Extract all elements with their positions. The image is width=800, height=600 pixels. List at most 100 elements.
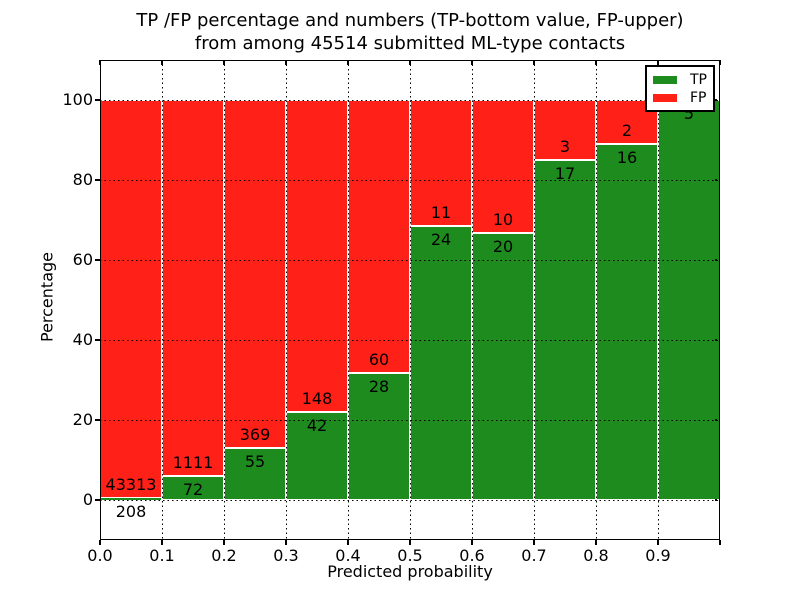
fp-count-label: 43313 [105,475,157,495]
y-tick-label: 40 [72,330,93,349]
x-tick-mark [347,540,349,545]
legend-label-tp: TP [690,72,707,88]
gridline-vertical [347,60,349,540]
bar-segment-tp [410,225,472,500]
gridline-vertical [471,60,473,540]
x-tick-mark [595,540,597,545]
x-tick-mark-top [409,60,411,65]
y-tick-label: 20 [72,410,93,429]
plot-area: 43313 208 1111 72 369 55 148 42 60 28 11 24 10 20 3 17 2… [100,60,720,540]
fp-count-label: 10 [492,210,514,230]
chart-title-line1: TP /FP percentage and numbers (TP-bottom… [136,10,684,31]
legend-label-fp: FP [690,90,707,106]
tp-count-label: 208 [115,502,147,522]
gridline-horizontal [100,179,720,181]
y-tick-mark [95,99,100,101]
gridline-horizontal [100,259,720,261]
x-tick-label: 0.7 [521,546,547,565]
x-tick-label: 0.9 [645,546,671,565]
gridline-vertical [161,60,163,540]
fp-count-label: 1111 [172,452,214,472]
bar-segment-tp [658,100,720,500]
bar-segment-tp [348,372,410,500]
legend-item-tp: TP [653,71,713,89]
x-tick-mark [657,540,659,545]
bar-segment-tp [162,475,224,500]
gridline-vertical [223,60,225,540]
gridline-vertical [595,60,597,540]
tp-count-label: 42 [306,415,328,435]
y-tick-mark-right [715,339,717,341]
gridline-horizontal [100,419,720,421]
x-tick-label: 0.4 [335,546,361,565]
x-tick-mark [223,540,225,545]
bar-segment-fp [410,100,472,226]
y-tick-mark [95,499,100,501]
y-tick-mark-right [715,99,717,101]
x-tick-label: 0.5 [397,546,423,565]
y-tick-mark-right [715,419,717,421]
x-tick-mark-top [223,60,225,65]
x-tick-mark [533,540,535,545]
bar-segment-fp [100,100,162,499]
y-tick-label: 80 [72,170,93,189]
x-tick-label: 0.6 [459,546,485,565]
y-tick-mark [95,419,100,421]
tp-count-label: 55 [244,452,266,472]
chart-title-line2: from among 45514 submitted ML-type conta… [194,33,626,54]
y-tick-label: 60 [72,250,93,269]
tp-count-label: 72 [182,479,204,499]
gridline-vertical [409,60,411,540]
x-tick-mark [161,540,163,545]
bar-segment-tp [286,411,348,500]
fp-count-label: 11 [430,202,452,222]
gridline-vertical [533,60,535,540]
y-tick-mark-right [715,499,717,501]
bar-segment-fp [534,100,596,160]
gridline-horizontal [100,499,720,501]
x-tick-mark-top [347,60,349,65]
x-tick-mark-top [471,60,473,65]
legend-item-fp: FP [653,89,713,107]
legend: TP FP [645,65,715,112]
x-tick-mark-top [285,60,287,65]
gridline-vertical [285,60,287,540]
x-tick-label: 0.3 [273,546,299,565]
x-tick-mark [471,540,473,545]
legend-swatch-fp-icon [653,94,677,102]
y-tick-label: 0 [82,490,93,509]
bar-segment-tp [534,160,596,500]
y-tick-mark-right [715,179,717,181]
x-tick-mark-top [533,60,535,65]
y-tick-mark-right [715,259,717,261]
x-tick-mark [99,540,101,545]
bar-segment-tp [472,233,534,500]
y-tick-mark [95,179,100,181]
bar-segment-fp [348,100,410,373]
x-axis-label: Predicted probability [327,562,493,581]
x-tick-mark-top [161,60,163,65]
tp-count-label: 28 [368,376,390,396]
fp-count-label: 369 [239,425,271,445]
fp-count-label: 2 [621,121,633,141]
bar-segment-fp [224,100,286,449]
x-tick-mark-top [595,60,597,65]
tp-count-label: 5 [683,104,695,123]
bar-segment-fp [472,100,534,234]
tp-count-label: 17 [554,164,576,183]
gridline-horizontal [100,99,720,101]
x-tick-mark-top [719,60,721,65]
fp-count-label: 3 [559,137,571,156]
bar-segment-tp [224,448,286,500]
fp-count-label: 148 [301,388,333,408]
x-tick-label: 0.2 [211,546,237,565]
tp-count-label: 20 [492,237,514,257]
y-tick-mark [95,259,100,261]
x-tick-label: 0.8 [583,546,609,565]
x-tick-mark [409,540,411,545]
x-tick-label: 0.0 [87,546,113,565]
x-tick-mark [285,540,287,545]
y-tick-label: 100 [62,90,93,109]
x-tick-mark-top [99,60,101,65]
